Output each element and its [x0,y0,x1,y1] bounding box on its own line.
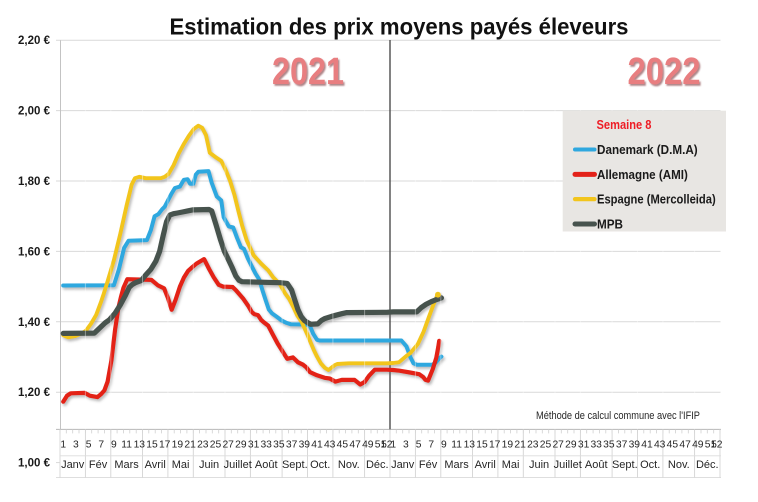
svg-text:Méthode de calcul commune avec: Méthode de calcul commune avec l'IFIP [536,410,700,422]
svg-text:Avril: Avril [145,459,166,471]
svg-text:Août: Août [585,459,608,471]
svg-text:5: 5 [86,440,92,451]
svg-text:31: 31 [578,440,590,451]
svg-text:49: 49 [362,440,374,451]
svg-text:52: 52 [711,440,723,451]
svg-text:MPB: MPB [597,217,623,232]
svg-text:45: 45 [337,440,349,451]
svg-text:41: 41 [641,440,653,451]
svg-text:43: 43 [324,440,336,451]
svg-text:Mars: Mars [444,459,469,471]
svg-text:21: 21 [184,440,196,451]
svg-text:Avril: Avril [475,459,496,471]
svg-text:Juillet: Juillet [554,459,582,471]
svg-text:Déc.: Déc. [366,459,389,471]
svg-text:5: 5 [416,440,422,451]
svg-text:23: 23 [527,440,539,451]
svg-text:Fév: Fév [89,459,108,471]
svg-text:39: 39 [629,440,641,451]
svg-text:Fév: Fév [419,459,438,471]
svg-text:1,60 €: 1,60 € [18,246,51,258]
svg-text:1,20 €: 1,20 € [18,387,51,399]
svg-text:29: 29 [565,440,577,451]
svg-text:Semaine 8: Semaine 8 [597,117,652,132]
svg-text:Juillet: Juillet [224,459,252,471]
svg-text:Oct.: Oct. [310,459,330,471]
svg-text:11: 11 [451,440,462,451]
svg-text:21: 21 [514,440,526,451]
svg-text:1,00 €: 1,00 € [18,458,51,470]
svg-text:Nov.: Nov. [338,459,360,471]
svg-text:13: 13 [134,440,146,451]
svg-text:Mai: Mai [502,459,520,471]
svg-text:41: 41 [311,440,323,451]
svg-text:2,00 €: 2,00 € [18,106,51,118]
svg-text:Janv: Janv [391,459,415,471]
svg-text:37: 37 [286,440,298,451]
svg-text:Sept.: Sept. [282,459,308,471]
svg-text:Mars: Mars [114,459,139,471]
svg-text:35: 35 [273,440,285,451]
svg-text:19: 19 [502,440,514,451]
svg-text:3: 3 [403,440,409,451]
svg-text:23: 23 [197,440,209,451]
svg-text:Danemark (D.M.A): Danemark (D.M.A) [597,142,698,157]
svg-text:Oct.: Oct. [640,459,660,471]
svg-text:45: 45 [667,440,679,451]
svg-text:47: 47 [679,440,691,451]
svg-text:Juin: Juin [199,459,219,471]
svg-text:Sept.: Sept. [612,459,638,471]
svg-text:13: 13 [464,440,476,451]
svg-text:17: 17 [159,440,171,451]
svg-text:27: 27 [222,440,234,451]
svg-text:47: 47 [349,440,361,451]
svg-text:33: 33 [590,440,602,451]
svg-text:51: 51 [375,440,387,451]
svg-text:Mai: Mai [172,459,190,471]
svg-text:1,40 €: 1,40 € [18,317,51,329]
svg-text:25: 25 [210,440,222,451]
svg-text:15: 15 [146,440,158,451]
svg-text:7: 7 [98,440,104,451]
svg-text:Août: Août [255,459,278,471]
svg-text:52: 52 [381,440,393,451]
svg-text:19: 19 [172,440,184,451]
svg-text:39: 39 [299,440,311,451]
svg-text:25: 25 [540,440,552,451]
svg-text:2022: 2022 [628,51,701,93]
svg-text:27: 27 [552,440,564,451]
svg-text:Juin: Juin [529,459,549,471]
svg-text:Estimation des prix moyens pay: Estimation des prix moyens payés éleveur… [170,14,629,40]
svg-text:1: 1 [60,440,66,451]
svg-text:1: 1 [390,440,396,451]
svg-text:35: 35 [603,440,615,451]
svg-text:Espagne (Mercolleida): Espagne (Mercolleida) [597,192,716,207]
svg-text:Janv: Janv [61,459,85,471]
svg-text:1,80 €: 1,80 € [18,176,51,188]
svg-text:29: 29 [235,440,247,451]
svg-text:15: 15 [476,440,488,451]
svg-text:31: 31 [248,440,260,451]
svg-text:Nov.: Nov. [668,459,690,471]
svg-text:9: 9 [111,440,117,451]
svg-text:9: 9 [441,440,447,451]
svg-text:Déc.: Déc. [696,459,719,471]
svg-text:43: 43 [654,440,666,451]
svg-text:11: 11 [121,440,132,451]
svg-text:51: 51 [705,440,717,451]
svg-text:7: 7 [428,440,434,451]
svg-text:Allemagne (AMI): Allemagne (AMI) [597,167,688,182]
svg-text:49: 49 [692,440,704,451]
svg-text:2,20 €: 2,20 € [18,35,51,47]
svg-text:2021: 2021 [272,51,344,93]
svg-text:3: 3 [73,440,79,451]
svg-text:33: 33 [260,440,272,451]
svg-text:37: 37 [616,440,628,451]
svg-text:17: 17 [489,440,501,451]
